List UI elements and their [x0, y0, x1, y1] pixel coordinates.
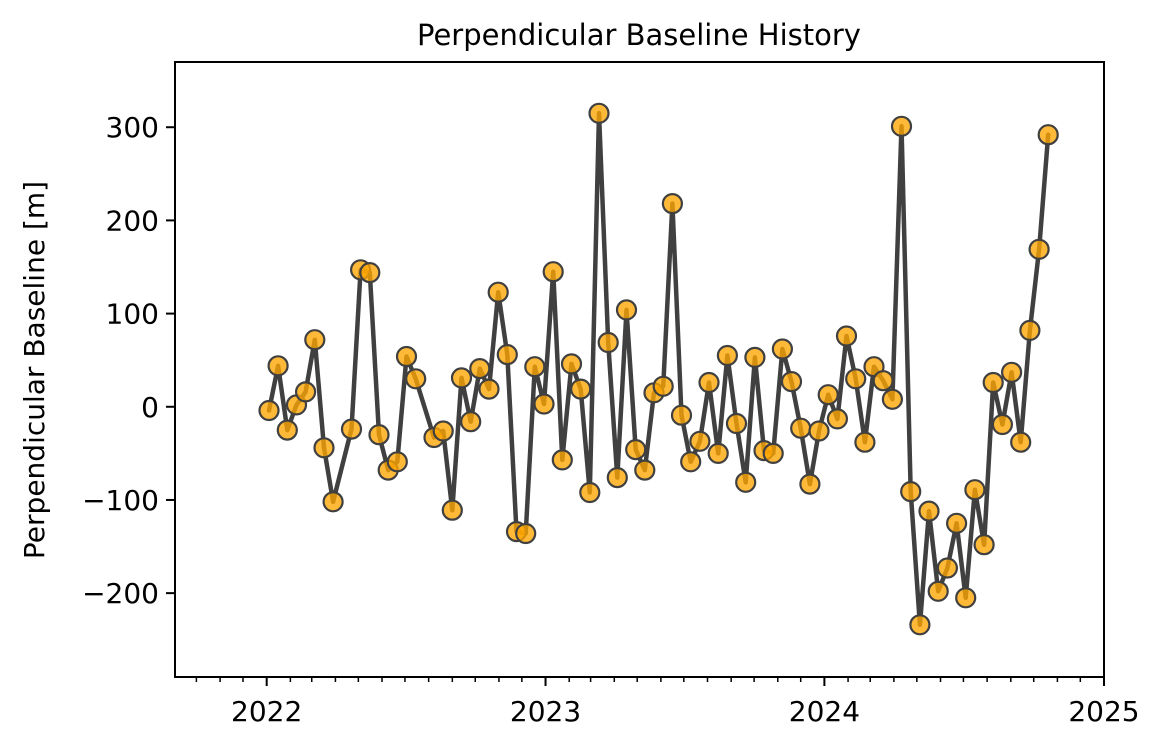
data-point — [744, 346, 766, 368]
data-point — [597, 331, 619, 354]
data-point — [478, 378, 500, 400]
data-point — [551, 449, 573, 471]
data-point — [1010, 431, 1032, 453]
data-point — [1019, 319, 1041, 341]
data-point — [469, 358, 491, 380]
x-tick-label: 2022 — [231, 695, 302, 728]
data-point — [295, 381, 317, 403]
data-point — [304, 329, 326, 351]
data-point — [625, 439, 647, 461]
y-tick-label: 200 — [106, 204, 159, 237]
data-point — [405, 368, 427, 390]
y-tick-label: 0 — [141, 391, 159, 424]
data-point — [707, 442, 729, 464]
data-point — [441, 499, 463, 521]
data-point — [936, 557, 959, 579]
data-point — [395, 345, 418, 368]
data-point — [670, 404, 693, 426]
x-major-ticks — [265, 677, 1105, 686]
data-point — [826, 408, 849, 430]
data-point — [579, 481, 601, 504]
data-point — [689, 430, 711, 452]
data-point — [450, 367, 473, 389]
y-tick-label: −200 — [82, 577, 159, 610]
data-point — [927, 580, 949, 602]
data-point — [890, 115, 913, 137]
data-point — [615, 299, 638, 321]
data-point — [762, 442, 784, 464]
data-point — [1000, 361, 1023, 383]
data-point — [845, 368, 867, 390]
data-point — [322, 491, 344, 513]
data-point — [698, 371, 720, 394]
data-point — [560, 353, 583, 375]
data-point — [854, 431, 876, 453]
y-axis-label: Perpendicular Baseline [m] — [18, 181, 51, 559]
data-point — [945, 512, 968, 534]
data-point — [524, 356, 546, 378]
data-point — [780, 371, 803, 393]
data-point — [368, 424, 390, 446]
data-point — [588, 102, 610, 124]
data-point — [982, 371, 1004, 394]
data-point — [340, 418, 363, 440]
data-point — [964, 479, 986, 501]
y-tick-label: 100 — [106, 298, 159, 331]
x-tick-label: 2025 — [1068, 695, 1139, 728]
data-point — [872, 370, 894, 392]
data-point — [570, 378, 592, 400]
data-point — [652, 375, 674, 397]
data-point — [918, 500, 940, 522]
data-point — [515, 522, 537, 545]
data-point — [909, 614, 931, 636]
data-point — [817, 384, 839, 406]
chart-title: Perpendicular Baseline History — [417, 18, 861, 52]
data-point — [359, 262, 381, 284]
data-point — [496, 344, 518, 366]
data-point — [258, 399, 280, 422]
data-point — [955, 587, 977, 609]
data-point — [432, 420, 454, 442]
data-point — [799, 473, 821, 495]
plot-area-frame — [174, 61, 1105, 678]
data-point — [634, 459, 656, 481]
y-axis-ticks — [166, 126, 175, 595]
data-point — [680, 451, 702, 473]
data-point — [1028, 238, 1050, 260]
x-tick-label: 2023 — [510, 695, 581, 728]
data-point — [460, 411, 482, 433]
data-point — [881, 388, 904, 410]
data-point — [790, 417, 812, 439]
y-axis-tick-labels: −200 −100 0 100 200 300 — [82, 111, 159, 610]
data-point — [487, 281, 509, 303]
data-point — [973, 534, 995, 556]
y-tick-label: 300 — [106, 111, 159, 144]
data-point — [835, 325, 858, 347]
data-point — [661, 193, 684, 215]
data-point — [991, 413, 1014, 436]
data-point — [725, 412, 748, 435]
data-point — [542, 261, 564, 283]
data-point — [386, 451, 408, 473]
data-point — [735, 471, 757, 493]
data-point — [276, 419, 298, 441]
data-point — [533, 393, 555, 415]
data-point — [267, 355, 289, 377]
y-tick-label: −100 — [82, 484, 159, 517]
data-point — [716, 344, 739, 367]
data-point — [900, 481, 922, 503]
data-point — [606, 467, 628, 489]
data-point — [771, 338, 794, 360]
x-axis-tick-labels: 2022 2023 2024 2025 — [231, 695, 1140, 728]
data-point — [1037, 124, 1059, 146]
baseline-series-line — [266, 111, 1051, 628]
x-tick-label: 2024 — [789, 695, 860, 728]
baseline-markers — [258, 102, 1059, 636]
data-point — [808, 420, 830, 442]
data-point — [313, 437, 335, 459]
